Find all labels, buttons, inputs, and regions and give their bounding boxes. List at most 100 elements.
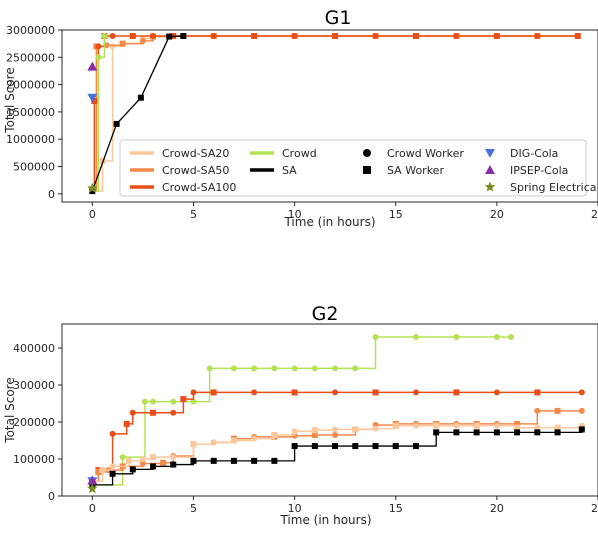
x-tick-label: 25 [591, 502, 598, 515]
data-point [291, 428, 298, 435]
data-point [332, 443, 339, 450]
data-point [332, 426, 339, 433]
data-point [311, 427, 318, 434]
series-spring-electrical [87, 182, 98, 193]
data-point [271, 457, 278, 464]
y-tick-label: 2000000 [6, 79, 55, 92]
data-point [95, 54, 102, 61]
data-point [453, 333, 460, 340]
series-ipsep-cola [87, 475, 98, 485]
data-point [99, 158, 106, 165]
data-point [311, 431, 318, 438]
data-point [166, 33, 173, 40]
series-sa [89, 33, 187, 195]
data-point [493, 333, 500, 340]
data-point [139, 37, 146, 44]
data-point [230, 437, 237, 444]
data-point [453, 422, 460, 429]
data-point [332, 33, 339, 40]
data-point [210, 439, 217, 446]
data-point [87, 61, 98, 71]
data-point [251, 33, 258, 40]
data-point [412, 389, 419, 396]
legend-item: Spring Electrical [484, 181, 598, 194]
data-point [554, 424, 561, 431]
data-point [578, 389, 585, 396]
x-tick-label: 15 [389, 502, 403, 515]
data-point [493, 422, 500, 429]
y-tick-label: 400000 [13, 342, 55, 355]
data-point [493, 33, 500, 40]
x-tick-label: 20 [490, 502, 504, 515]
data-point [170, 461, 177, 468]
legend-item: IPSEP-Cola [485, 164, 568, 177]
data-point [534, 33, 541, 40]
data-point [514, 420, 521, 427]
legend-label: Crowd-SA50 [162, 164, 229, 177]
data-point [412, 443, 419, 450]
chart-g1-title: G1 [325, 7, 352, 29]
data-point [332, 389, 339, 396]
data-point [493, 429, 500, 436]
y-tick-label: 200000 [13, 416, 55, 429]
chart-g2: G2 0 5 10 15 20 25 0 100000 200000 300000 400000 T… [3, 303, 598, 527]
legend-frame [119, 139, 587, 197]
data-point [508, 333, 515, 340]
data-point [101, 33, 108, 40]
chart-g2-ylabel: Total Score [3, 377, 17, 443]
data-point [150, 409, 157, 416]
x-tick-label: 0 [89, 208, 96, 221]
data-point [578, 426, 585, 433]
data-point [230, 365, 237, 372]
data-point [332, 431, 339, 438]
data-point [291, 33, 298, 40]
data-point [150, 454, 157, 461]
y-tick-label: 1000000 [6, 133, 55, 146]
data-point [251, 457, 258, 464]
legend-label: Crowd Worker [387, 147, 464, 160]
chart-g1-legend: Crowd-SA20 Crowd-SA50 Crowd-SA100 Crowd SA Cr… [119, 139, 598, 197]
series-dig-cola [87, 93, 98, 103]
data-point [113, 120, 120, 127]
data-point [109, 430, 116, 437]
data-point [89, 188, 96, 195]
data-point [210, 389, 217, 396]
data-point [251, 389, 258, 396]
data-point [137, 94, 144, 101]
data-point [99, 467, 106, 474]
chart-g2-series [87, 333, 585, 494]
data-point [190, 398, 197, 405]
data-point [453, 33, 460, 40]
data-point [210, 33, 217, 40]
x-tick-label: 5 [190, 208, 197, 221]
legend-label: Spring Electrical [510, 181, 598, 194]
data-point [514, 424, 521, 431]
data-point [230, 457, 237, 464]
legend-item: Crowd-SA50 [130, 164, 229, 177]
data-point [534, 429, 541, 436]
data-point [574, 33, 581, 40]
y-tick-label: 300000 [13, 379, 55, 392]
chart-g1: G1 0 5 10 15 20 25 0 500000 1000000 1500000 200000… [3, 7, 598, 229]
legend-label: SA Worker [387, 164, 444, 177]
legend-label: DIG-Cola [510, 147, 558, 160]
legend-label: Crowd-SA20 [162, 147, 229, 160]
data-point [129, 409, 136, 416]
y-tick-label: 2500000 [6, 51, 55, 64]
x-tick-label: 20 [490, 208, 504, 221]
data-point [109, 463, 116, 470]
data-point [251, 435, 258, 442]
data-point [291, 365, 298, 372]
data-point [150, 398, 157, 405]
data-point [141, 398, 148, 405]
data-point [190, 389, 197, 396]
legend-label: Crowd-SA100 [162, 181, 236, 194]
y-tick-label: 0 [48, 188, 55, 201]
series-crowd [89, 33, 108, 195]
legend-label: SA [282, 164, 297, 177]
data-point [372, 443, 379, 450]
x-tick-label: 10 [288, 502, 302, 515]
data-point [372, 389, 379, 396]
x-tick-label: 5 [190, 502, 197, 515]
